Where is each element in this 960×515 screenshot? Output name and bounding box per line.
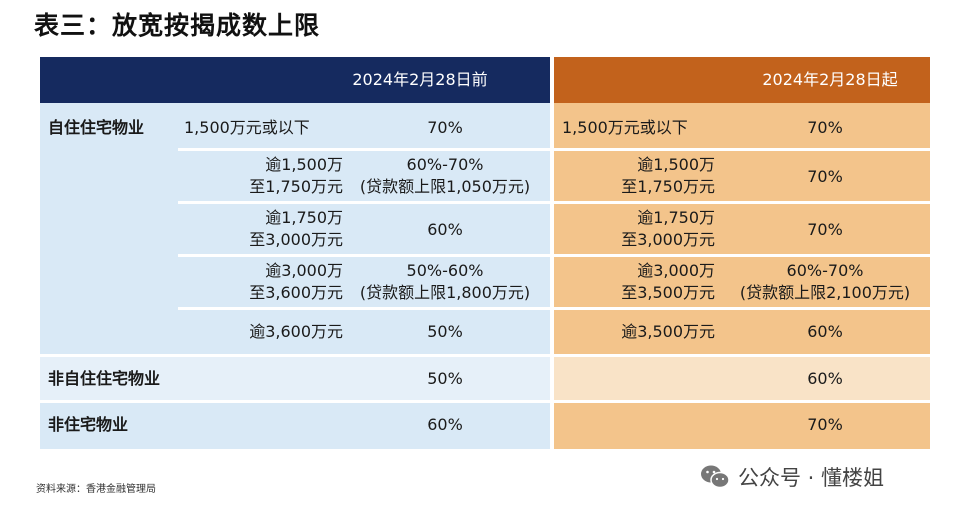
mortgage-ratio-table: 2024年2月28日前 2024年2月28日起 自住住宅物业 1,500万元或以… [40,57,930,449]
range-after: 1,500万元或以下 [562,118,688,137]
source-note: 资料来源：香港金融管理局 [36,484,156,495]
range-before: 1,500万元或以下 [184,118,310,137]
range-after: 逾1,500万 至1,750万元 [621,155,715,196]
range-after: 逾1,750万 至3,000万元 [621,208,715,249]
category-label: 非住宅物业 [48,415,129,434]
header-after: 2024年2月28日起 [762,70,898,89]
ratio-before: 70% [427,118,463,137]
row-divider [40,400,930,403]
ratio-before: 50% [427,369,463,388]
row-divider [554,307,930,310]
ratio-before: 60% [427,415,463,434]
category-label: 非自住住宅物业 [48,369,161,388]
ratio-after: 70% [807,220,843,239]
right-body-bg-light [554,357,930,403]
header-after-bg [554,57,930,103]
ratio-before: 50% [427,322,463,341]
range-after: 逾3,500万元 [621,322,715,341]
row-divider [40,354,930,357]
row-divider [554,254,930,257]
row-divider [178,148,550,151]
range-before: 逾1,500万 至1,750万元 [249,155,343,196]
category-label: 自住住宅物业 [48,118,145,137]
watermark-text: 公众号 · 懂楼姐 [738,466,885,490]
row-divider [554,148,930,151]
range-before: 逾1,750万 至3,000万元 [249,208,343,249]
range-before: 逾3,600万元 [249,322,343,341]
ratio-before: 60%-70% (贷款额上限1,050万元) [359,155,531,196]
ratio-after: 60% [807,369,843,388]
ratio-after: 70% [807,118,843,137]
ratio-before: 50%-60% (贷款额上限1,800万元) [359,261,531,302]
range-before: 逾3,000万 至3,600万元 [249,261,343,302]
row-divider [178,307,550,310]
row-divider [178,201,550,204]
ratio-before: 60% [427,220,463,239]
row-divider [178,254,550,257]
ratio-after: 70% [807,167,843,186]
watermark: 公众号 · 懂楼姐 [700,462,884,492]
wechat-icon [701,465,730,489]
header-before: 2024年2月28日前 [352,70,488,89]
left-body-bg-lower [40,357,550,403]
header-before-bg [40,57,550,103]
table-title: 表三：放宽按揭成数上限 [34,11,321,40]
ratio-after: 70% [807,415,843,434]
row-divider [554,201,930,204]
range-after: 逾3,000万 至3,500万元 [621,261,715,302]
ratio-after: 60% [807,322,843,341]
ratio-after: 60%-70% (贷款额上限2,100万元) [739,261,911,302]
